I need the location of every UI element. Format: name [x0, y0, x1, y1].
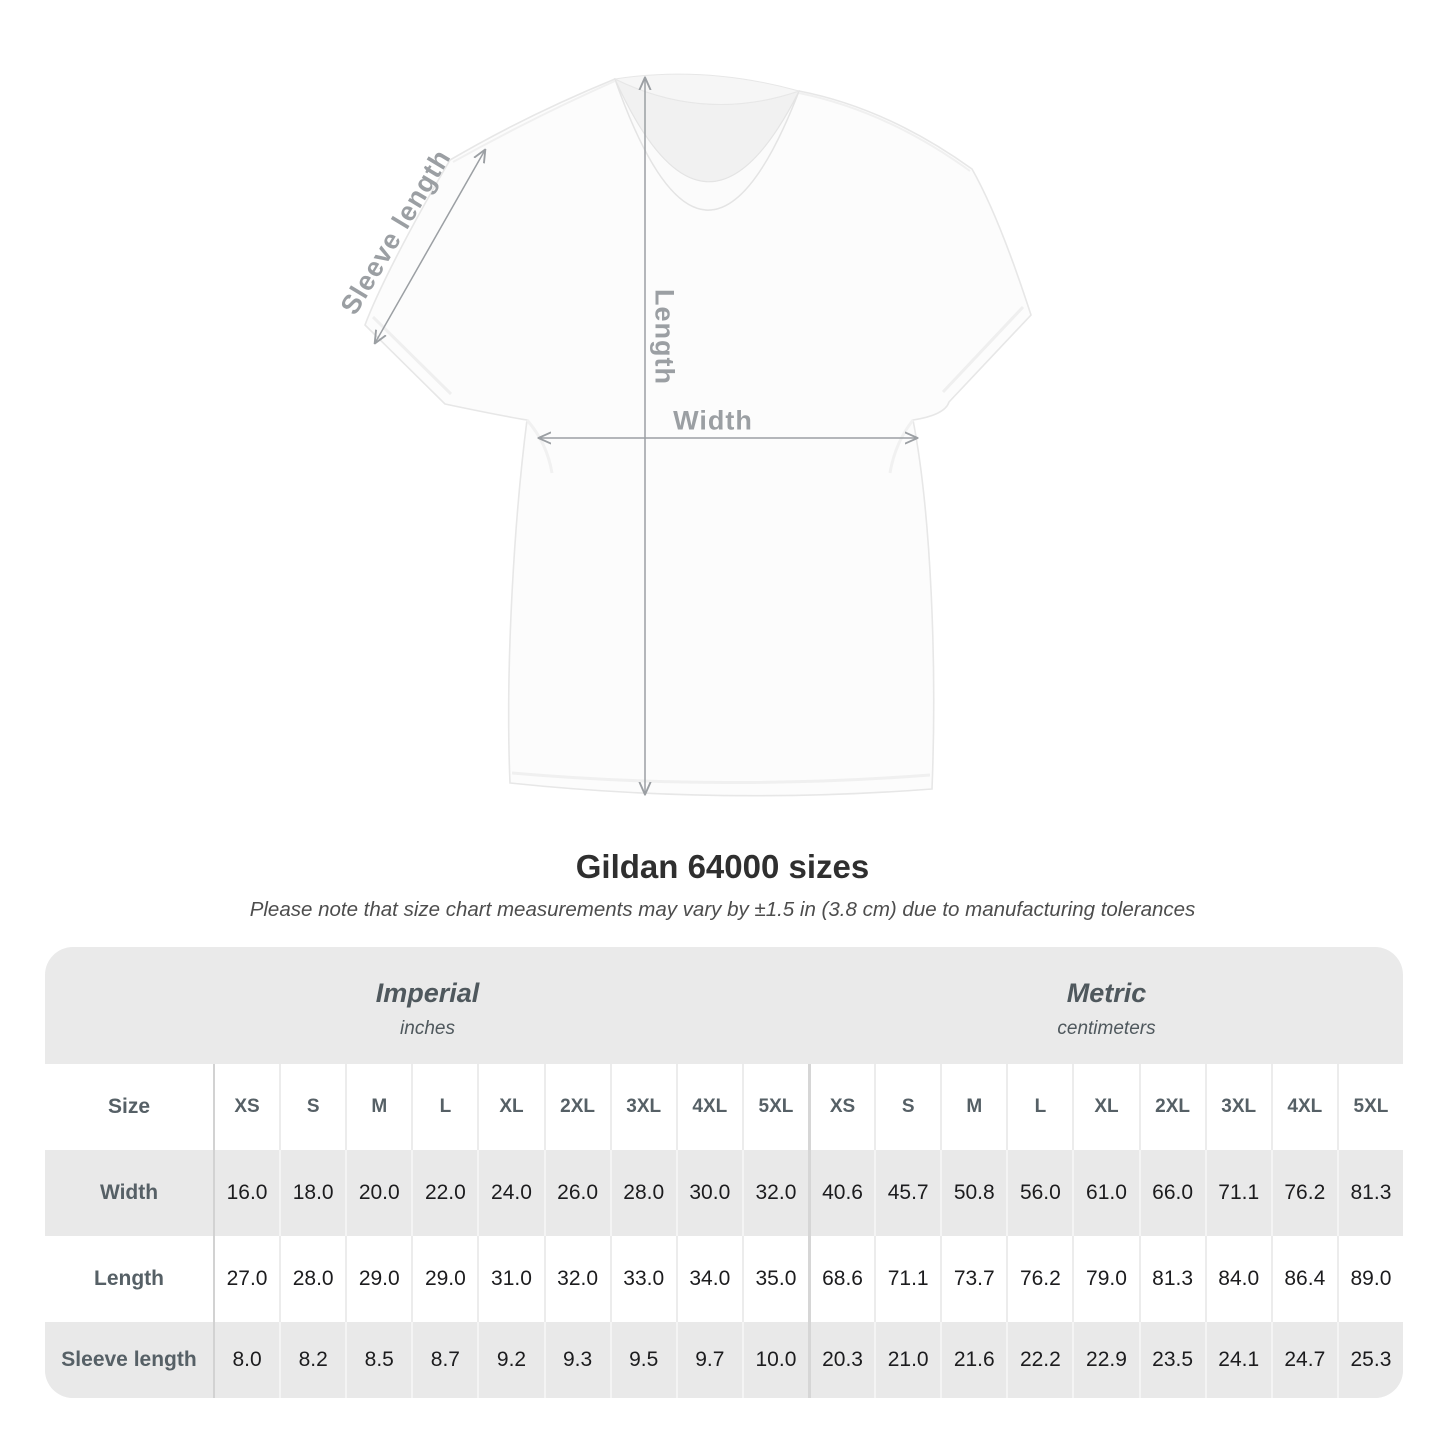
measurement-arrows	[375, 78, 917, 794]
sleeve-length-arrow	[375, 150, 485, 343]
table-cell: 89.0	[1336, 1236, 1403, 1322]
table-cell: 9.5	[609, 1322, 676, 1398]
table-cell: 32.0	[543, 1236, 610, 1322]
table-cell: 81.3	[1138, 1236, 1205, 1322]
size-col-header: XS	[213, 1064, 279, 1150]
table-cell: 9.7	[675, 1322, 742, 1398]
size-table-card: Imperial inches Metric centimeters Size …	[45, 947, 1403, 1398]
table-cell: 8.2	[279, 1322, 345, 1398]
row-label: Width	[99, 1181, 159, 1204]
size-col-header: L	[1006, 1064, 1072, 1150]
size-col-header: 3XL	[609, 1064, 676, 1150]
size-col-header: 5XL	[1336, 1064, 1403, 1150]
table-cell: 21.6	[940, 1322, 1006, 1398]
size-col-header: 2XL	[543, 1064, 610, 1150]
table-cell: 28.0	[609, 1150, 676, 1236]
table-cell: 29.0	[345, 1236, 411, 1322]
table-cell: 86.4	[1270, 1236, 1337, 1322]
table-cell: 35.0	[741, 1236, 808, 1322]
table-cell: 25.3	[1336, 1322, 1403, 1398]
size-col-header: M	[345, 1064, 411, 1150]
table-cell: 76.2	[1006, 1236, 1072, 1322]
imperial-title: Imperial	[375, 977, 480, 1008]
size-col-header: 3XL	[1204, 1064, 1271, 1150]
table-cell: 31.0	[477, 1236, 543, 1322]
size-col-header: S	[874, 1064, 940, 1150]
table-cell: 56.0	[1006, 1150, 1072, 1236]
table-cell: 71.1	[874, 1236, 940, 1322]
size-col-header: 4XL	[1270, 1064, 1337, 1150]
tshirt-diagram	[347, 63, 1047, 823]
table-cell: 26.0	[543, 1150, 610, 1236]
table-cell: 32.0	[741, 1150, 808, 1236]
table-cell: 24.7	[1270, 1322, 1337, 1398]
size-col-header: L	[411, 1064, 477, 1150]
table-cell: 81.3	[1336, 1150, 1403, 1236]
size-col-header: XL	[1072, 1064, 1138, 1150]
table-cell: 8.7	[411, 1322, 477, 1398]
table-cell: 71.1	[1204, 1150, 1271, 1236]
size-row-label: Size	[107, 1095, 151, 1118]
table-cell: 45.7	[874, 1150, 940, 1236]
table-cell: 22.2	[1006, 1322, 1072, 1398]
sleeve-length-row: Sleeve length 8.0 8.2 8.5 8.7 9.2 9.3 9.…	[45, 1322, 1403, 1398]
imperial-header: Imperial inches	[45, 947, 810, 1064]
unit-system-header: Imperial inches Metric centimeters	[45, 947, 1403, 1064]
table-cell: 28.0	[279, 1236, 345, 1322]
width-label: Width	[673, 405, 753, 436]
table-cell: 24.0	[477, 1150, 543, 1236]
table-cell: 61.0	[1072, 1150, 1138, 1236]
table-cell: 8.0	[213, 1322, 279, 1398]
table-cell: 33.0	[609, 1236, 676, 1322]
size-col-header: M	[940, 1064, 1006, 1150]
table-cell: 79.0	[1072, 1236, 1138, 1322]
table-cell: 27.0	[213, 1236, 279, 1322]
table-cell: 9.2	[477, 1322, 543, 1398]
table-cell: 22.0	[411, 1150, 477, 1236]
table-cell: 24.1	[1204, 1322, 1271, 1398]
width-row: Width 16.0 18.0 20.0 22.0 24.0 26.0 28.0…	[45, 1150, 1403, 1236]
table-cell: 68.6	[808, 1236, 874, 1322]
metric-subtitle: centimeters	[1057, 1017, 1156, 1039]
table-cell: 16.0	[213, 1150, 279, 1236]
table-cell: 40.6	[808, 1150, 874, 1236]
table-cell: 20.0	[345, 1150, 411, 1236]
table-cell: 84.0	[1204, 1236, 1271, 1322]
size-col-header: XS	[808, 1064, 874, 1150]
table-cell: 21.0	[874, 1322, 940, 1398]
table-cell: 18.0	[279, 1150, 345, 1236]
table-cell: 34.0	[675, 1236, 742, 1322]
row-label: Length	[94, 1267, 164, 1290]
size-col-header: XL	[477, 1064, 543, 1150]
table-cell: 23.5	[1138, 1322, 1205, 1398]
table-cell: 8.5	[345, 1322, 411, 1398]
table-cell: 9.3	[543, 1322, 610, 1398]
tolerance-note: Please note that size chart measurements…	[249, 898, 1196, 921]
table-cell: 22.9	[1072, 1322, 1138, 1398]
table-cell: 30.0	[675, 1150, 742, 1236]
size-col-header: 2XL	[1138, 1064, 1205, 1150]
row-label: Sleeve length	[61, 1348, 197, 1371]
length-label: Length	[649, 289, 680, 385]
table-cell: 10.0	[741, 1322, 808, 1398]
length-row: Length 27.0 28.0 29.0 29.0 31.0 32.0 33.…	[45, 1236, 1403, 1322]
metric-header: Metric centimeters	[810, 947, 1403, 1064]
table-cell: 50.8	[940, 1150, 1006, 1236]
metric-title: Metric	[1066, 977, 1147, 1008]
back-collar	[613, 73, 801, 105]
size-col-header: 4XL	[675, 1064, 742, 1150]
table-cell: 20.3	[808, 1322, 874, 1398]
table-cell: 73.7	[940, 1236, 1006, 1322]
size-col-header: S	[279, 1064, 345, 1150]
table-cell: 29.0	[411, 1236, 477, 1322]
imperial-subtitle: inches	[400, 1017, 455, 1039]
table-cell: 66.0	[1138, 1150, 1205, 1236]
size-header-row: Size XS S M L XL 2XL 3XL 4XL 5XL XS S M …	[45, 1064, 1403, 1150]
table-cell: 76.2	[1270, 1150, 1337, 1236]
tshirt-image	[364, 73, 1032, 797]
size-col-header: 5XL	[741, 1064, 808, 1150]
page-title: Gildan 64000 sizes	[575, 848, 870, 885]
